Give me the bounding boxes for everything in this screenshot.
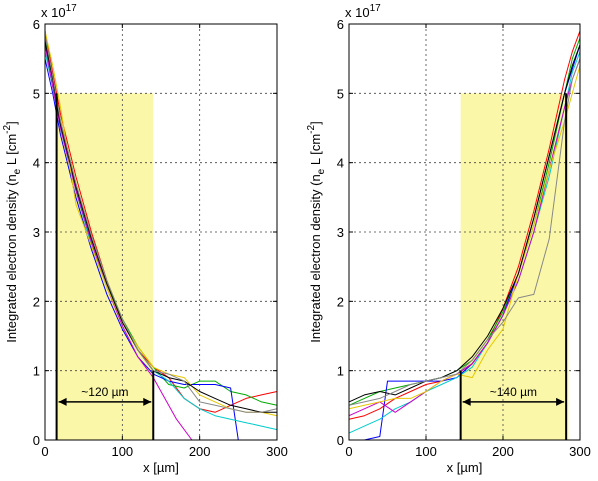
series-line-6 — [348, 65, 581, 410]
chart-panel-2: ~140 µm 0 100 200 300 0 1 2 3 4 5 6x 1017 x [µm] Inte… — [306, 3, 591, 475]
y-label-part-1: Integrated electron density (n — [308, 174, 323, 342]
y-axis-label: Integrated electron density (ne L [cm-2] — [2, 121, 23, 342]
x-tick-label: 300 — [569, 444, 591, 459]
x-tick-label: 200 — [492, 444, 514, 459]
y-label-part-3: ] — [308, 121, 323, 125]
highlight-region — [56, 93, 154, 440]
y-tick-label: 1 — [337, 364, 344, 379]
x-axis-label: x [µm] — [143, 460, 179, 475]
annotation-label: ~140 µm — [490, 385, 537, 399]
y-tick-label: 3 — [337, 225, 344, 240]
x-tick-label: 300 — [266, 444, 288, 459]
y-exponent-power: 17 — [370, 3, 382, 14]
x-tick-label: 0 — [41, 444, 48, 459]
y-exponent-power: 17 — [66, 3, 78, 14]
y-label-part-3: ] — [4, 121, 19, 125]
y-tick-label: 6 — [33, 17, 40, 32]
y-tick-label: 3 — [33, 225, 40, 240]
arrowhead-right — [143, 397, 152, 406]
y-label-superscript: -2 — [306, 124, 317, 133]
y-tick-label: 1 — [33, 364, 40, 379]
y-tick-label: 5 — [33, 86, 40, 101]
chart-panel-1: ~120 µm 0 100 200 300 0 1 2 3 4 5 6x 1017 x [µm] Inte… — [2, 3, 288, 475]
y-exponent-label: x 1017 — [345, 3, 381, 20]
y-label-superscript: -2 — [2, 124, 13, 133]
y-tick-label: 6 — [337, 17, 344, 32]
annotation-label: ~120 µm — [81, 385, 128, 399]
y-exponent-base: x 10 — [41, 5, 66, 20]
y-exponent-label: x 1017 — [41, 3, 77, 20]
y-axis-label: Integrated electron density (ne L [cm-2] — [306, 121, 327, 342]
y-tick-label: 0 — [337, 433, 344, 448]
x-tick-label: 100 — [415, 444, 437, 459]
y-exponent-base: x 10 — [345, 5, 370, 20]
arrowhead-left — [58, 397, 67, 406]
y-label-part-2: L [cm — [308, 134, 323, 169]
y-tick-label: 0 — [33, 433, 40, 448]
series-line-5 — [348, 58, 581, 417]
x-tick-label: 100 — [111, 444, 133, 459]
y-label-part-1: Integrated electron density (n — [4, 174, 19, 342]
series-line-8 — [348, 58, 581, 406]
y-tick-label: 4 — [33, 156, 40, 171]
y-label-subscript: e — [316, 168, 327, 174]
y-label-subscript: e — [12, 168, 23, 174]
y-label-part-2: L [cm — [4, 134, 19, 169]
x-tick-label: 200 — [189, 444, 211, 459]
x-tick-label: 0 — [345, 444, 352, 459]
y-tick-label: 4 — [337, 156, 344, 171]
arrowhead-left — [462, 397, 471, 406]
y-tick-label: 5 — [337, 86, 344, 101]
y-tick-label: 2 — [33, 294, 40, 309]
arrowhead-right — [556, 397, 565, 406]
y-tick-label: 2 — [337, 294, 344, 309]
x-axis-label: x [µm] — [447, 460, 483, 475]
